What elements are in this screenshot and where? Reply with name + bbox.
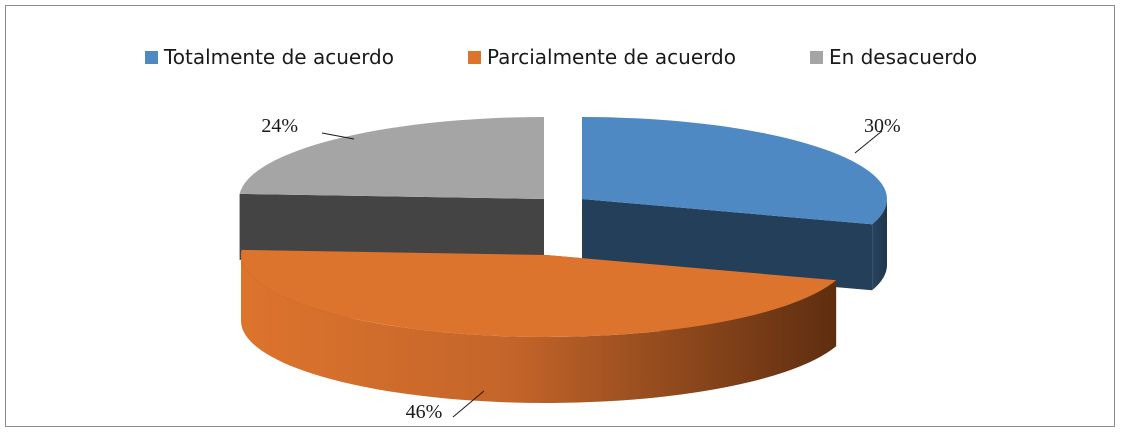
leader-line-parcialmente — [452, 390, 485, 418]
legend-swatch-parcialmente — [468, 50, 481, 64]
pie-slice-desacuerdo — [239, 117, 544, 265]
pie-slice-parcialmente — [241, 249, 837, 403]
legend-label-desacuerdo: En desacuerdo — [828, 45, 978, 69]
data-label-parcialmente: 46% — [406, 401, 443, 423]
data-label-totalmente: 30% — [864, 115, 901, 137]
pie-slice-desacuerdo-wall-0 — [239, 193, 544, 265]
pie-slice-totalmente-side-0 — [872, 199, 887, 291]
pie-slice-desacuerdo-top — [239, 117, 544, 199]
legend-item-totalmente: Totalmente de acuerdo — [144, 45, 394, 69]
pie-slice-parcialmente-top — [241, 249, 837, 337]
legend-item-desacuerdo: En desacuerdo — [809, 45, 978, 69]
legend-swatch-totalmente — [144, 50, 158, 64]
chart-frame: Totalmente de acuerdo Parcialmente de ac… — [5, 5, 1115, 427]
data-label-desacuerdo: 24% — [261, 115, 298, 137]
legend-item-parcialmente: Parcialmente de acuerdo — [468, 45, 736, 69]
leader-line-totalmente — [854, 130, 883, 154]
pie-slice-parcialmente-side-0 — [241, 255, 837, 403]
legend-swatch-desacuerdo — [809, 50, 823, 64]
legend-label-totalmente: Totalmente de acuerdo — [163, 45, 394, 69]
legend-label-parcialmente: Parcialmente de acuerdo — [487, 45, 736, 69]
pie-chart: 30% 46% 24% — [239, 115, 901, 423]
pie-slice-totalmente-top — [582, 117, 887, 225]
leader-line-desacuerdo — [321, 132, 355, 140]
chart-legend: Totalmente de acuerdo Parcialmente de ac… — [6, 42, 1116, 72]
